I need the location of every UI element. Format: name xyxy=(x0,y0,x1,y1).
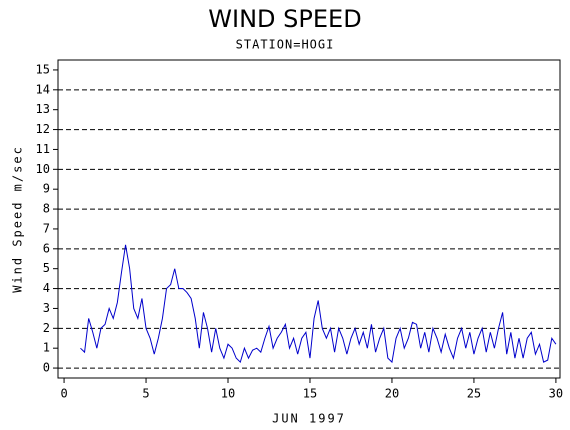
y-tick-label: 9 xyxy=(43,182,50,196)
x-tick-label: 25 xyxy=(467,387,481,401)
x-tick-label: 15 xyxy=(303,387,317,401)
data-line xyxy=(80,244,557,364)
plot-frame xyxy=(57,59,561,379)
y-tick-label: 12 xyxy=(36,122,50,136)
y-tick-label: 1 xyxy=(43,341,50,355)
x-axis-label: JUN 1997 xyxy=(272,412,346,426)
y-tick-label: 14 xyxy=(36,82,50,96)
chart-subtitle: STATION=HOGI xyxy=(236,38,335,52)
y-tick-label: 15 xyxy=(36,62,50,76)
y-tick-label: 10 xyxy=(36,162,50,176)
y-axis-label: Wind Speed m/sec xyxy=(11,145,25,293)
x-tick-label: 0 xyxy=(60,387,67,401)
y-tick-label: 3 xyxy=(43,301,50,315)
y-tick-label: 6 xyxy=(43,241,50,255)
y-tick-label: 8 xyxy=(43,202,50,216)
y-tick-label: 7 xyxy=(43,221,50,235)
chart-title: WIND SPEED xyxy=(208,5,361,33)
y-tick-label: 0 xyxy=(43,361,50,375)
y-tick-label: 4 xyxy=(43,281,50,295)
y-tick-label: 2 xyxy=(43,321,50,335)
y-tick-label: 13 xyxy=(36,102,50,116)
y-tick-label: 5 xyxy=(43,261,50,275)
x-tick-label: 10 xyxy=(221,387,235,401)
y-tick-label: 11 xyxy=(36,142,50,156)
x-tick-label: 30 xyxy=(549,387,563,401)
x-tick-label: 20 xyxy=(385,387,399,401)
x-tick-label: 5 xyxy=(142,387,149,401)
